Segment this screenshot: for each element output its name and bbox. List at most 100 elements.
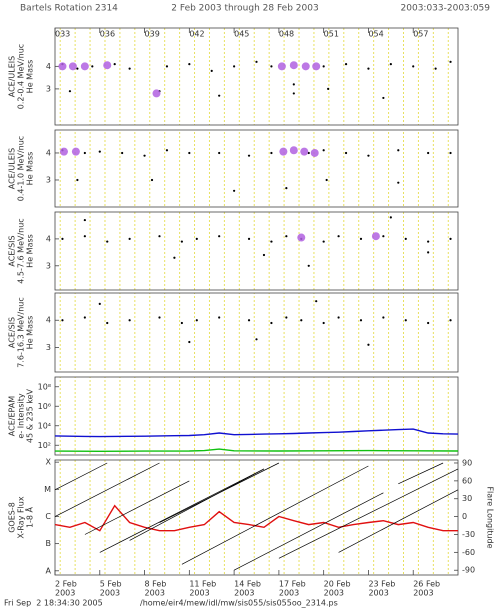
x-tick-label: 8 Feb [145,580,167,589]
data-point [307,264,310,267]
data-point [315,300,318,303]
data-point [344,151,348,155]
data-point [300,319,303,322]
y-tick-label: 3 [46,175,51,184]
y-tick-label: 10⁴ [38,421,51,430]
series-line [181,465,369,565]
data-point [367,67,370,70]
y-axis-label: 4.5-7.6 MeV/nuc [17,218,26,283]
data-point [158,235,161,238]
data-point [61,319,64,322]
dense-point [279,147,288,156]
x-tick-year: 2003 [324,589,344,598]
data-point [83,235,86,238]
data-point [218,151,221,155]
data-point [195,237,198,240]
data-point [150,178,154,182]
y-tick-label: B [46,539,52,548]
data-point [106,240,109,243]
y-axis-label: X-Ray Flux [17,496,26,538]
dense-point [289,146,298,155]
y-tick-label: 30 [462,494,472,503]
y-axis-label: 0.2-0.4 MeV/nuc [17,44,26,109]
data-point [382,316,385,319]
dense-point [297,233,306,242]
data-point [404,319,407,322]
data-point [359,319,363,322]
x-tick-year: 2003 [100,589,120,598]
y-axis-label: ACE/ULEIS [8,56,17,97]
data-point [188,151,191,155]
y-tick-label: 10⁸ [38,382,51,391]
y-axis-label: 1-8 Å [24,506,35,528]
y-tick-label: 0 [462,512,467,521]
data-point [322,149,325,152]
data-point [449,151,452,155]
y-tick-label: X [46,458,52,467]
y-tick-label: -60 [462,548,475,557]
y-axis-label: He Mass [26,316,35,350]
data-point [389,62,392,66]
x-tick-label: 048 [279,30,294,39]
data-point [327,87,330,91]
y-axis-label: ACE/ULEIS [8,148,17,189]
data-point [180,321,183,325]
dense-point [152,89,161,98]
y-tick-label: 4 [46,234,51,243]
panel-frame [54,129,459,208]
data-point [106,321,109,325]
data-point [262,253,266,257]
data-point [247,237,251,240]
data-point [322,321,325,325]
data-point [68,90,72,93]
data-point [255,338,258,341]
day-grid [55,293,458,372]
day-grid [55,28,458,125]
data-point [98,302,101,305]
y-axis-label: ACE/SIS [8,235,17,266]
x-tick-year: 2003 [145,589,165,598]
data-point [270,321,273,325]
series-line [278,468,459,559]
data-point [83,316,86,319]
data-point [165,149,169,152]
data-point [337,235,340,238]
dense-point [289,61,298,70]
y-tick-label: 4 [46,148,51,157]
data-point [292,83,295,86]
y-axis-label: GOES-8 [8,502,17,533]
title: Bartels Rotation 2314 [20,4,118,14]
y-axis-label: He Mass [26,60,35,94]
data-point [247,319,251,322]
dense-point [80,62,89,71]
panel-frame [54,211,459,291]
x-tick-year: 2003 [55,589,75,598]
panel-frame [54,376,459,456]
data-point [285,235,288,238]
data-point [307,151,310,155]
dense-point [68,62,77,71]
y-axis-label: e- Intensity [17,393,26,438]
x-tick-label: 042 [189,30,204,39]
x-tick-year: 2003 [189,589,209,598]
y-tick-label: 10² [38,441,51,450]
y-tick-label: 3 [46,343,51,352]
x-tick-label: 033 [55,30,70,39]
data-point [344,62,348,66]
y-tick-label: -30 [462,530,475,539]
date-range: 2 Feb 2003 through 28 Feb 2003 [171,4,318,14]
x-tick-year: 2003 [279,589,299,598]
data-point [195,319,198,322]
data-point [113,62,116,66]
panel-frame [54,27,459,126]
dense-point [371,232,380,241]
data-point [285,316,288,319]
x-tick-label: 039 [145,30,160,39]
panel-frame [54,459,459,576]
y-axis-label: 7.6-16.3 MeV/nuc [17,297,26,368]
y2-axis-label: Flare Longitude [486,486,495,548]
data-point [270,65,273,68]
data-point [389,216,392,219]
